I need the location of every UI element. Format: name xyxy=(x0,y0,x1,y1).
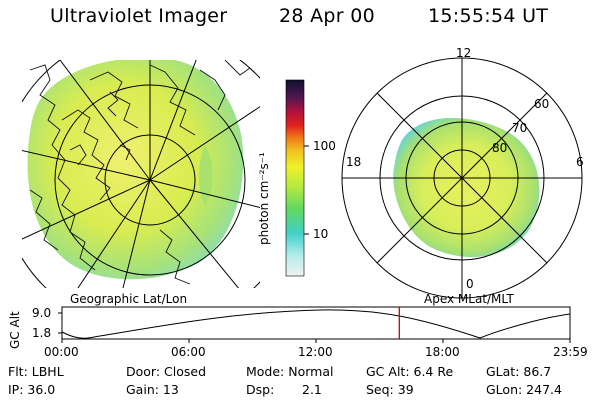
polar-mlt-plot xyxy=(341,57,583,299)
altitude-tick-high: 9.0 xyxy=(32,306,52,320)
lat-label-70: 70 xyxy=(512,121,528,135)
dsp-label: Dsp: xyxy=(246,382,275,397)
mlt-label-12: 12 xyxy=(456,46,472,60)
right-panel-caption: Apex MLat/MLT xyxy=(424,292,514,306)
altitude-strip-frame xyxy=(61,306,571,340)
altitude-tick-low: 1.8 xyxy=(32,326,52,340)
lat-label-60: 60 xyxy=(534,97,550,111)
left-panel-caption: Geographic Lat/Lon xyxy=(70,292,188,306)
time-tick-2359: 23:59 xyxy=(553,345,588,359)
time-tick-0600: 06:00 xyxy=(171,345,206,359)
altitude-curve xyxy=(61,309,571,339)
meridian-lines xyxy=(22,60,260,288)
mlt-label-6: 6 xyxy=(576,155,584,169)
colorbar-tick-10: 10 xyxy=(313,227,329,241)
mlt-label-0: 0 xyxy=(466,277,474,291)
time-tick-0000: 00:00 xyxy=(44,345,79,359)
door-readout: Door: Closed xyxy=(126,364,207,379)
lat-label-80: 80 xyxy=(492,141,508,155)
geographic-map xyxy=(22,60,260,288)
ip-readout: IP: 36.0 xyxy=(8,382,56,397)
filter-readout: Flt: LBHL xyxy=(8,364,64,379)
colorbar xyxy=(285,79,305,277)
glon-readout: GLon: 247.4 xyxy=(486,382,562,397)
mlt-label-18: 18 xyxy=(346,155,362,169)
auroral-oval xyxy=(393,117,540,258)
altitude-axis-label: GC Alt xyxy=(8,311,22,349)
observation-date: 28 Apr 00 xyxy=(279,5,376,27)
instrument-title: Ultraviolet Imager xyxy=(50,5,228,27)
gc-alt-readout: GC Alt: 6.4 Re xyxy=(366,364,454,379)
time-tick-1200: 12:00 xyxy=(298,345,333,359)
colorbar-unit-label: photon cm⁻²s⁻¹ xyxy=(257,152,271,245)
colorbar-tick-100: 100 xyxy=(313,139,336,153)
dsp-value: 2.1 xyxy=(302,382,322,397)
gain-readout: Gain: 13 xyxy=(126,382,179,397)
coastlines xyxy=(29,60,251,285)
mode-readout: Mode: Normal xyxy=(246,364,334,379)
glat-readout: GLat: 86.7 xyxy=(486,364,552,379)
seq-readout: Seq: 39 xyxy=(366,382,414,397)
time-tick-1800: 18:00 xyxy=(425,345,460,359)
observation-time: 15:55:54 UT xyxy=(428,5,549,27)
